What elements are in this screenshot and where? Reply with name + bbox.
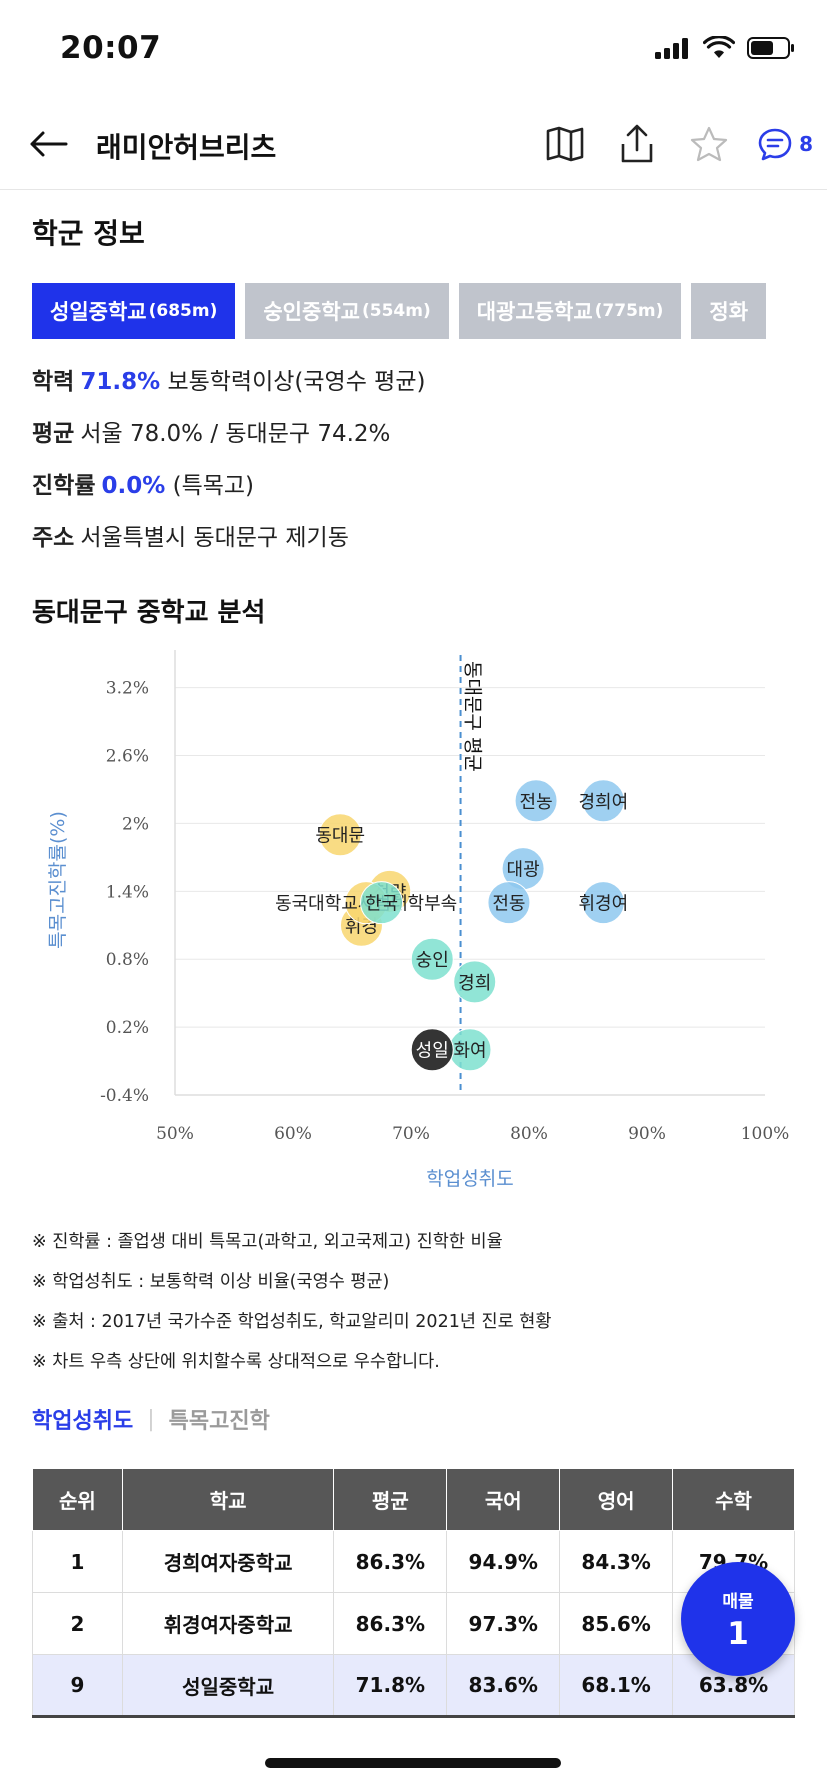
fab-label: 매물	[722, 1591, 754, 1612]
y-tick-label: 1.4%	[106, 882, 149, 902]
school-tabs: 성일중학교 (685m) 숭인중학교 (554m) 대광고등학교 (775m) 정화	[32, 283, 795, 339]
tab-divider: |	[147, 1406, 155, 1432]
point-label: 휘경여	[578, 894, 628, 915]
y-tick-label: 0.8%	[106, 950, 149, 970]
table-row-current-school[interactable]: 9 성일중학교 71.8% 83.6% 68.1% 63.8%	[32, 1654, 795, 1718]
chat-bubble-icon	[758, 128, 792, 161]
wifi-icon	[703, 36, 735, 58]
x-tick-label: 100%	[741, 1124, 790, 1144]
info-ability: 학력 71.8% 보통학력이상(국영수 평균)	[32, 369, 426, 395]
point-label: 화여	[453, 1041, 486, 1062]
chart-svg: 3.2% 2.6% 2% 1.4% 0.8% 0.2% -0.4% 50% 60% 70% 80% 9…	[47, 650, 790, 1190]
point-label: 성일	[416, 1041, 449, 1062]
status-time: 20:07	[60, 30, 162, 66]
note-item: ※ 진학률 : 졸업생 대비 특목고(과학고, 외고국제고) 진학한 비율	[32, 1232, 503, 1252]
favorite-button[interactable]	[685, 120, 733, 168]
chart-notes: ※ 진학률 : 졸업생 대비 특목고(과학고, 외고국제고) 진학한 비율 ※ …	[32, 1222, 551, 1382]
share-button[interactable]	[613, 120, 661, 168]
star-icon	[690, 126, 728, 162]
listings-fab-button[interactable]: 매물 1	[681, 1562, 795, 1676]
fab-count: 1	[727, 1615, 749, 1652]
signal-icon	[655, 38, 688, 59]
scatter-point	[453, 960, 497, 1004]
ranking-tabs: 학업성취도 | 특목고진학	[32, 1403, 270, 1435]
point-label: 전농	[520, 792, 553, 813]
note-item: ※ 학업성취도 : 보통학력 이상 비율(국영수 평균)	[32, 1272, 390, 1292]
table-header-row: 순위 학교 평균 국어 영어 수학	[32, 1468, 795, 1531]
map-button[interactable]	[541, 120, 589, 168]
col-english: 영어	[559, 1468, 674, 1531]
x-tick-label: 60%	[274, 1124, 312, 1144]
col-average: 평균	[333, 1468, 448, 1531]
tab-school-1[interactable]: 숭인중학교 (554m)	[245, 283, 449, 339]
back-button[interactable]	[26, 122, 70, 166]
chat-count: 8	[799, 132, 813, 156]
x-tick-label: 90%	[628, 1124, 666, 1144]
status-bar: 20:07	[0, 0, 827, 100]
scatter-point	[487, 881, 531, 925]
tab-school-0[interactable]: 성일중학교 (685m)	[32, 283, 236, 339]
tab-school-2[interactable]: 대광고등학교 (775m)	[458, 283, 682, 339]
scatter-point	[581, 881, 625, 925]
x-axis-title: 학업성취도	[426, 1168, 513, 1190]
home-indicator	[265, 1758, 561, 1768]
col-math: 수학	[672, 1468, 795, 1531]
info-address: 주소 서울특별시 동대문구 제기동	[32, 525, 349, 551]
analysis-title: 동대문구 중학교 분석	[32, 598, 266, 628]
scatter-point	[360, 881, 403, 925]
point-label: 경희여	[578, 792, 628, 813]
y-tick-label: 2%	[122, 814, 149, 834]
table-row[interactable]: 1 경희여자중학교 86.3% 94.9% 84.3% 79.7%	[32, 1530, 795, 1593]
map-icon	[546, 126, 584, 162]
point-label: 동대문	[315, 826, 365, 847]
info-average: 평균 서울 78.0% / 동대문구 74.2%	[32, 421, 391, 447]
status-icons	[655, 36, 795, 60]
school-section-title: 학군 정보	[32, 217, 145, 250]
point-label: 전동	[492, 894, 525, 915]
y-tick-label: -0.4%	[100, 1086, 149, 1106]
battery-icon	[747, 37, 794, 59]
header-actions: 8	[541, 120, 813, 168]
point-label: 경희	[458, 973, 491, 994]
scatter-point	[410, 1028, 454, 1072]
ranking-table: 순위 학교 평균 국어 영어 수학 1 경희여자중학교 86.3% 94.9% …	[32, 1468, 795, 1718]
tab-special-school[interactable]: 특목고진학	[168, 1409, 270, 1434]
x-tick-label: 80%	[510, 1124, 548, 1144]
note-item: ※ 차트 우측 상단에 위치할수록 상대적으로 우수합니다.	[32, 1352, 440, 1372]
back-arrow-icon	[30, 131, 68, 157]
info-advance-rate: 진학률 0.0% (특목고)	[32, 473, 255, 499]
point-label: 한국	[365, 894, 398, 915]
x-tick-label: 70%	[392, 1124, 430, 1144]
scatter-point	[581, 779, 625, 823]
chat-button[interactable]: 8	[757, 127, 813, 161]
average-line-label: 동대문구 평균	[462, 661, 484, 772]
y-axis-title: 특목고진학률(%)	[47, 811, 69, 949]
point-label: 숭인	[416, 950, 449, 971]
y-tick-label: 2.6%	[106, 747, 149, 767]
scatter-point	[514, 779, 558, 823]
scatter-point	[410, 937, 454, 981]
col-korean: 국어	[446, 1468, 561, 1531]
note-item: ※ 출처 : 2017년 국가수준 학업성취도, 학교알리미 2021년 진로 …	[32, 1312, 552, 1332]
y-tick-label: 3.2%	[106, 679, 149, 699]
x-tick-label: 50%	[156, 1124, 194, 1144]
share-icon	[621, 124, 653, 163]
tab-school-3[interactable]: 정화	[691, 283, 767, 339]
y-tick-label: 0.2%	[106, 1018, 149, 1038]
point-label: 대광	[507, 860, 540, 881]
scatter-chart: 3.2% 2.6% 2% 1.4% 0.8% 0.2% -0.4% 50% 60% 70% 80% 9…	[0, 640, 827, 1200]
scatter-point	[318, 813, 362, 857]
page-title: 래미안허브리츠	[96, 131, 277, 164]
col-school: 학교	[121, 1468, 335, 1531]
tab-achievement[interactable]: 학업성취도	[32, 1409, 134, 1434]
top-nav-bar: 래미안허브리츠 8	[0, 100, 827, 190]
col-rank: 순위	[32, 1468, 123, 1531]
